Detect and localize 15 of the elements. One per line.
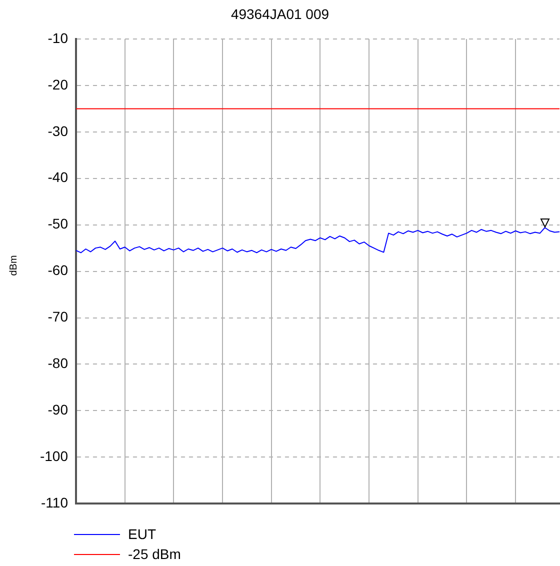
y-tick-label: -100 — [40, 448, 68, 464]
y-tick-label: -20 — [48, 76, 68, 92]
y-axis-title: dBm — [8, 254, 20, 278]
chart-title: 49364JA01 009 — [230, 6, 330, 22]
y-tick-label: -50 — [48, 216, 68, 232]
y-tick-label: -30 — [48, 122, 68, 139]
legend-label: EUT — [128, 526, 156, 542]
y-tick-label: -110 — [41, 494, 68, 510]
y-tick-label: -90 — [48, 402, 68, 418]
legend-label: -25 dBm — [128, 546, 181, 562]
y-tick-label: -80 — [48, 355, 68, 372]
y-tick-label: -70 — [48, 308, 68, 325]
y-tick-label: -60 — [48, 262, 68, 278]
y-tick-label: -40 — [48, 169, 68, 186]
y-tick-label: -10 — [48, 30, 68, 46]
